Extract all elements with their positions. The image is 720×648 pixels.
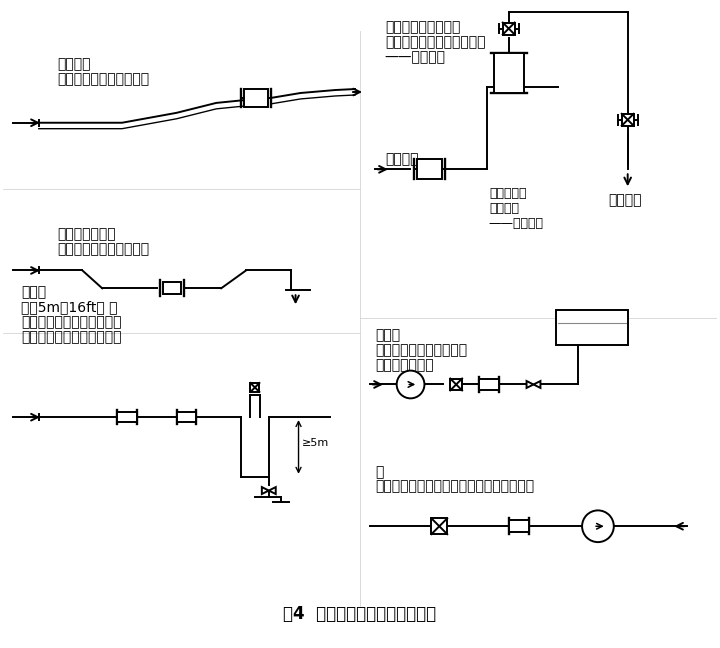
Text: 超过5m（16ft） 长: 超过5m（16ft） 长 — [21, 300, 117, 314]
Polygon shape — [534, 381, 541, 388]
Text: 图4  电磁流量计安装位置示意图: 图4 电磁流量计安装位置示意图 — [284, 605, 436, 623]
Text: 总是在流量计的下游安装: 总是在流量计的下游安装 — [375, 343, 467, 357]
Polygon shape — [269, 487, 276, 494]
Text: 决不能在泵抽吸侧安装流量计（防止真空）: 决不能在泵抽吸侧安装流量计（防止真空） — [375, 480, 534, 494]
Text: 泵: 泵 — [375, 465, 383, 479]
Polygon shape — [262, 487, 269, 494]
Bar — [557, 310, 628, 345]
Bar — [622, 114, 634, 126]
Text: 在测量管中容易聚集空气泡: 在测量管中容易聚集空气泡 — [384, 36, 485, 49]
Bar — [450, 378, 462, 391]
Text: 装在管道走向最高点: 装在管道走向最高点 — [384, 21, 460, 34]
Text: 优选位置: 优选位置 — [384, 152, 418, 167]
Polygon shape — [526, 381, 534, 388]
Text: 装自动排气阀（防止真空）: 装自动排气阀（防止真空） — [21, 330, 122, 344]
Text: 在流量计的下游最高位置上: 在流量计的下游最高位置上 — [21, 315, 122, 329]
Text: 在管道的低段区安装仪表: 在管道的低段区安装仪表 — [58, 242, 150, 256]
Text: 安装在稍稍上升的管道区: 安装在稍稍上升的管道区 — [58, 72, 150, 86]
Bar — [244, 89, 268, 107]
Text: 控制阀和切断阀: 控制阀和切断阀 — [375, 358, 433, 372]
Text: ——错误安装: ——错误安装 — [489, 217, 544, 230]
Bar — [431, 518, 447, 534]
Bar — [416, 159, 442, 179]
Bar — [163, 283, 181, 294]
Bar — [503, 23, 515, 34]
Bar — [479, 378, 499, 391]
Text: 散口灌入或排放: 散口灌入或排放 — [58, 227, 116, 241]
Text: ——错误安装: ——错误安装 — [384, 51, 446, 64]
Text: 开口排放: 开口排放 — [608, 193, 642, 207]
Text: 落差管: 落差管 — [21, 285, 46, 299]
Text: ≥5m: ≥5m — [302, 438, 329, 448]
Text: 质非满管: 质非满管 — [489, 202, 519, 215]
Bar — [494, 53, 523, 93]
Bar — [117, 412, 137, 422]
Text: 水平管道: 水平管道 — [58, 57, 91, 71]
Text: 容易产生介: 容易产生介 — [489, 187, 526, 200]
Bar — [176, 412, 197, 422]
Bar — [509, 520, 528, 532]
Bar — [251, 383, 259, 392]
Circle shape — [582, 511, 614, 542]
Text: 长管线: 长管线 — [375, 328, 400, 342]
Circle shape — [397, 371, 425, 399]
